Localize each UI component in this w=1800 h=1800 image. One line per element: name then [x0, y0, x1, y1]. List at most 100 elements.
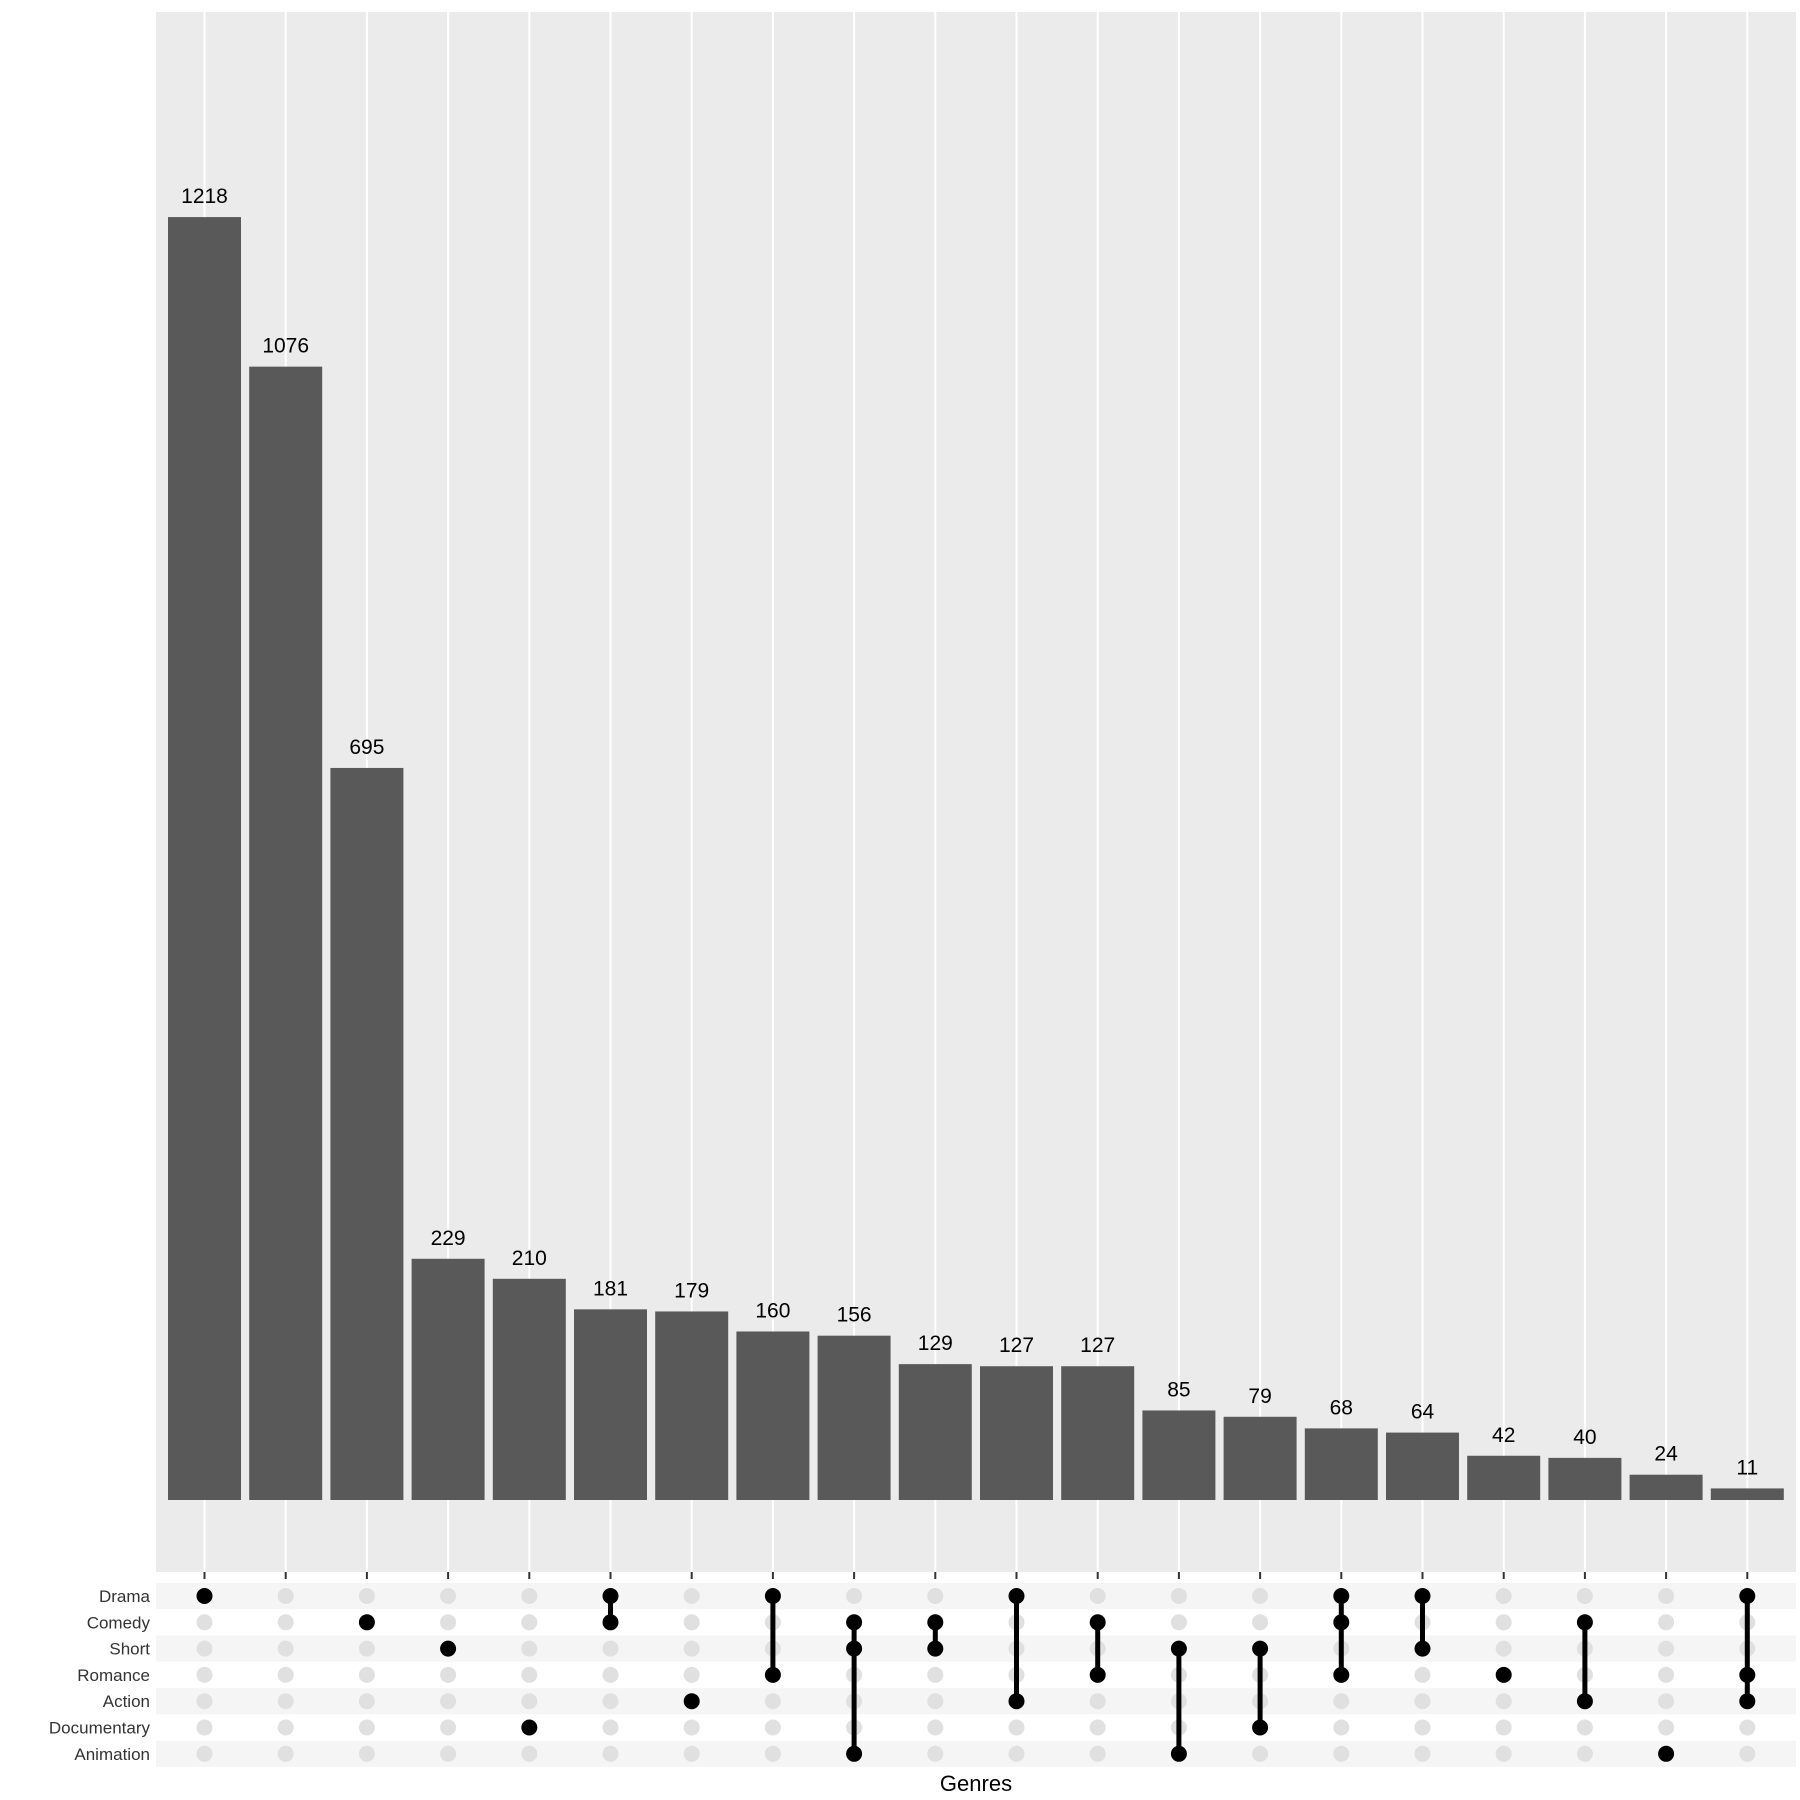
- matrix-dot-inactive: [440, 1588, 457, 1604]
- bar: [330, 767, 404, 1500]
- matrix-dot-inactive: [1333, 1693, 1350, 1710]
- matrix-dot-inactive: [1414, 1666, 1431, 1683]
- matrix-dot-active: [1170, 1640, 1187, 1657]
- matrix-dot-inactive: [277, 1588, 294, 1604]
- matrix-dot-inactive: [1089, 1588, 1106, 1604]
- set-label: Animation: [74, 1745, 150, 1764]
- bar: [492, 1278, 566, 1500]
- matrix-dot-active: [1333, 1666, 1350, 1683]
- bar-value-label: 42: [1492, 1424, 1515, 1447]
- matrix-dot-inactive: [1495, 1719, 1512, 1736]
- bar: [411, 1258, 485, 1500]
- matrix-dot-inactive: [521, 1588, 538, 1604]
- matrix-dot-inactive: [358, 1745, 375, 1762]
- matrix-dot-inactive: [1008, 1719, 1025, 1736]
- matrix-dot-inactive: [846, 1588, 863, 1604]
- matrix-dot-inactive: [1739, 1745, 1756, 1762]
- matrix-dot-active: [1333, 1614, 1350, 1631]
- matrix-dot-inactive: [683, 1588, 700, 1604]
- matrix-dot-inactive: [440, 1745, 457, 1762]
- matrix-dot-active: [1252, 1719, 1269, 1736]
- bar-value-label: 181: [593, 1277, 628, 1300]
- matrix-dot-inactive: [1658, 1719, 1675, 1736]
- matrix-dot-inactive: [1414, 1693, 1431, 1710]
- matrix-dot-inactive: [683, 1614, 700, 1631]
- bar-value-label: 129: [918, 1332, 953, 1355]
- matrix-dot-inactive: [358, 1640, 375, 1657]
- bar-value-label: 24: [1654, 1443, 1678, 1466]
- matrix-dot-inactive: [196, 1614, 213, 1631]
- bar: [1223, 1416, 1297, 1500]
- matrix-dot-active: [1739, 1588, 1756, 1604]
- matrix-stripe: [156, 1688, 1796, 1715]
- matrix-dot-inactive: [1495, 1745, 1512, 1762]
- set-label: Comedy: [87, 1613, 151, 1632]
- matrix-dot-inactive: [1658, 1588, 1675, 1604]
- matrix-dot-active: [602, 1614, 619, 1631]
- matrix-dot-inactive: [602, 1666, 619, 1683]
- matrix-dot-inactive: [602, 1745, 619, 1762]
- bar-value-label: 68: [1330, 1396, 1353, 1419]
- bar: [655, 1311, 729, 1500]
- matrix-dot-inactive: [927, 1588, 944, 1604]
- bar: [1061, 1366, 1135, 1500]
- matrix-stripe: [156, 1740, 1796, 1767]
- bar-value-label: 179: [674, 1279, 709, 1302]
- matrix-dot-active: [1252, 1640, 1269, 1657]
- bar: [249, 366, 323, 1501]
- matrix-dot-inactive: [1576, 1745, 1593, 1762]
- vertical-gridlines: [203, 12, 1749, 1572]
- matrix-dot-active: [1414, 1640, 1431, 1657]
- bar: [980, 1366, 1053, 1500]
- set-label: Documentary: [49, 1719, 151, 1738]
- matrix-dot-inactive: [440, 1666, 457, 1683]
- matrix-dot-inactive: [602, 1693, 619, 1710]
- matrix-dot-inactive: [277, 1666, 294, 1683]
- bar-value-label: 79: [1248, 1385, 1271, 1408]
- matrix-stripe: [156, 1635, 1796, 1662]
- matrix-dot-inactive: [764, 1719, 781, 1736]
- matrix-dot-inactive: [277, 1693, 294, 1710]
- bar-value-label: 1218: [181, 185, 228, 208]
- matrix-dot-active: [1333, 1588, 1350, 1604]
- matrix-dot-active: [1170, 1745, 1187, 1762]
- matrix-dot-inactive: [196, 1693, 213, 1710]
- matrix-dot-inactive: [1252, 1588, 1269, 1604]
- matrix-dot-active: [1089, 1666, 1106, 1683]
- bar-value-label: 229: [431, 1227, 466, 1250]
- matrix-dot-inactive: [440, 1693, 457, 1710]
- x-axis-title: Genres: [940, 1771, 1012, 1796]
- matrix-dot-inactive: [1658, 1640, 1675, 1657]
- matrix-dot-inactive: [196, 1745, 213, 1762]
- x-ticks: [203, 1572, 1749, 1579]
- matrix-dot-active: [764, 1666, 781, 1683]
- matrix-dot-inactive: [277, 1614, 294, 1631]
- matrix-dot-inactive: [1333, 1745, 1350, 1762]
- matrix-dot-inactive: [1333, 1719, 1350, 1736]
- matrix-dot-inactive: [277, 1745, 294, 1762]
- bar-value-label: 156: [837, 1304, 872, 1327]
- set-label: Short: [109, 1640, 150, 1659]
- bar: [898, 1364, 972, 1500]
- matrix-dot-active: [440, 1640, 457, 1657]
- matrix-dot-inactive: [1170, 1588, 1187, 1604]
- matrix-dot-inactive: [1658, 1693, 1675, 1710]
- matrix-dot-inactive: [683, 1640, 700, 1657]
- matrix-dot-inactive: [521, 1666, 538, 1683]
- bar-value-labels: 1218 1076 695 229 210 181 179 160 156 129 127 127 85…: [181, 185, 1758, 1479]
- set-label: Action: [103, 1692, 150, 1711]
- matrix-dot-inactive: [1089, 1693, 1106, 1710]
- matrix-dot-inactive: [927, 1693, 944, 1710]
- matrix-dot-inactive: [602, 1640, 619, 1657]
- matrix-dot-inactive: [521, 1640, 538, 1657]
- bar-value-label: 695: [349, 736, 384, 759]
- matrix-dot-inactive: [521, 1745, 538, 1762]
- matrix-dot-active: [358, 1614, 375, 1631]
- bar: [1710, 1488, 1784, 1500]
- matrix-dot-active: [1658, 1745, 1675, 1762]
- matrix-stripes: [156, 1582, 1796, 1767]
- matrix-dot-inactive: [1495, 1693, 1512, 1710]
- matrix-dot-inactive: [440, 1719, 457, 1736]
- bar: [168, 217, 241, 1501]
